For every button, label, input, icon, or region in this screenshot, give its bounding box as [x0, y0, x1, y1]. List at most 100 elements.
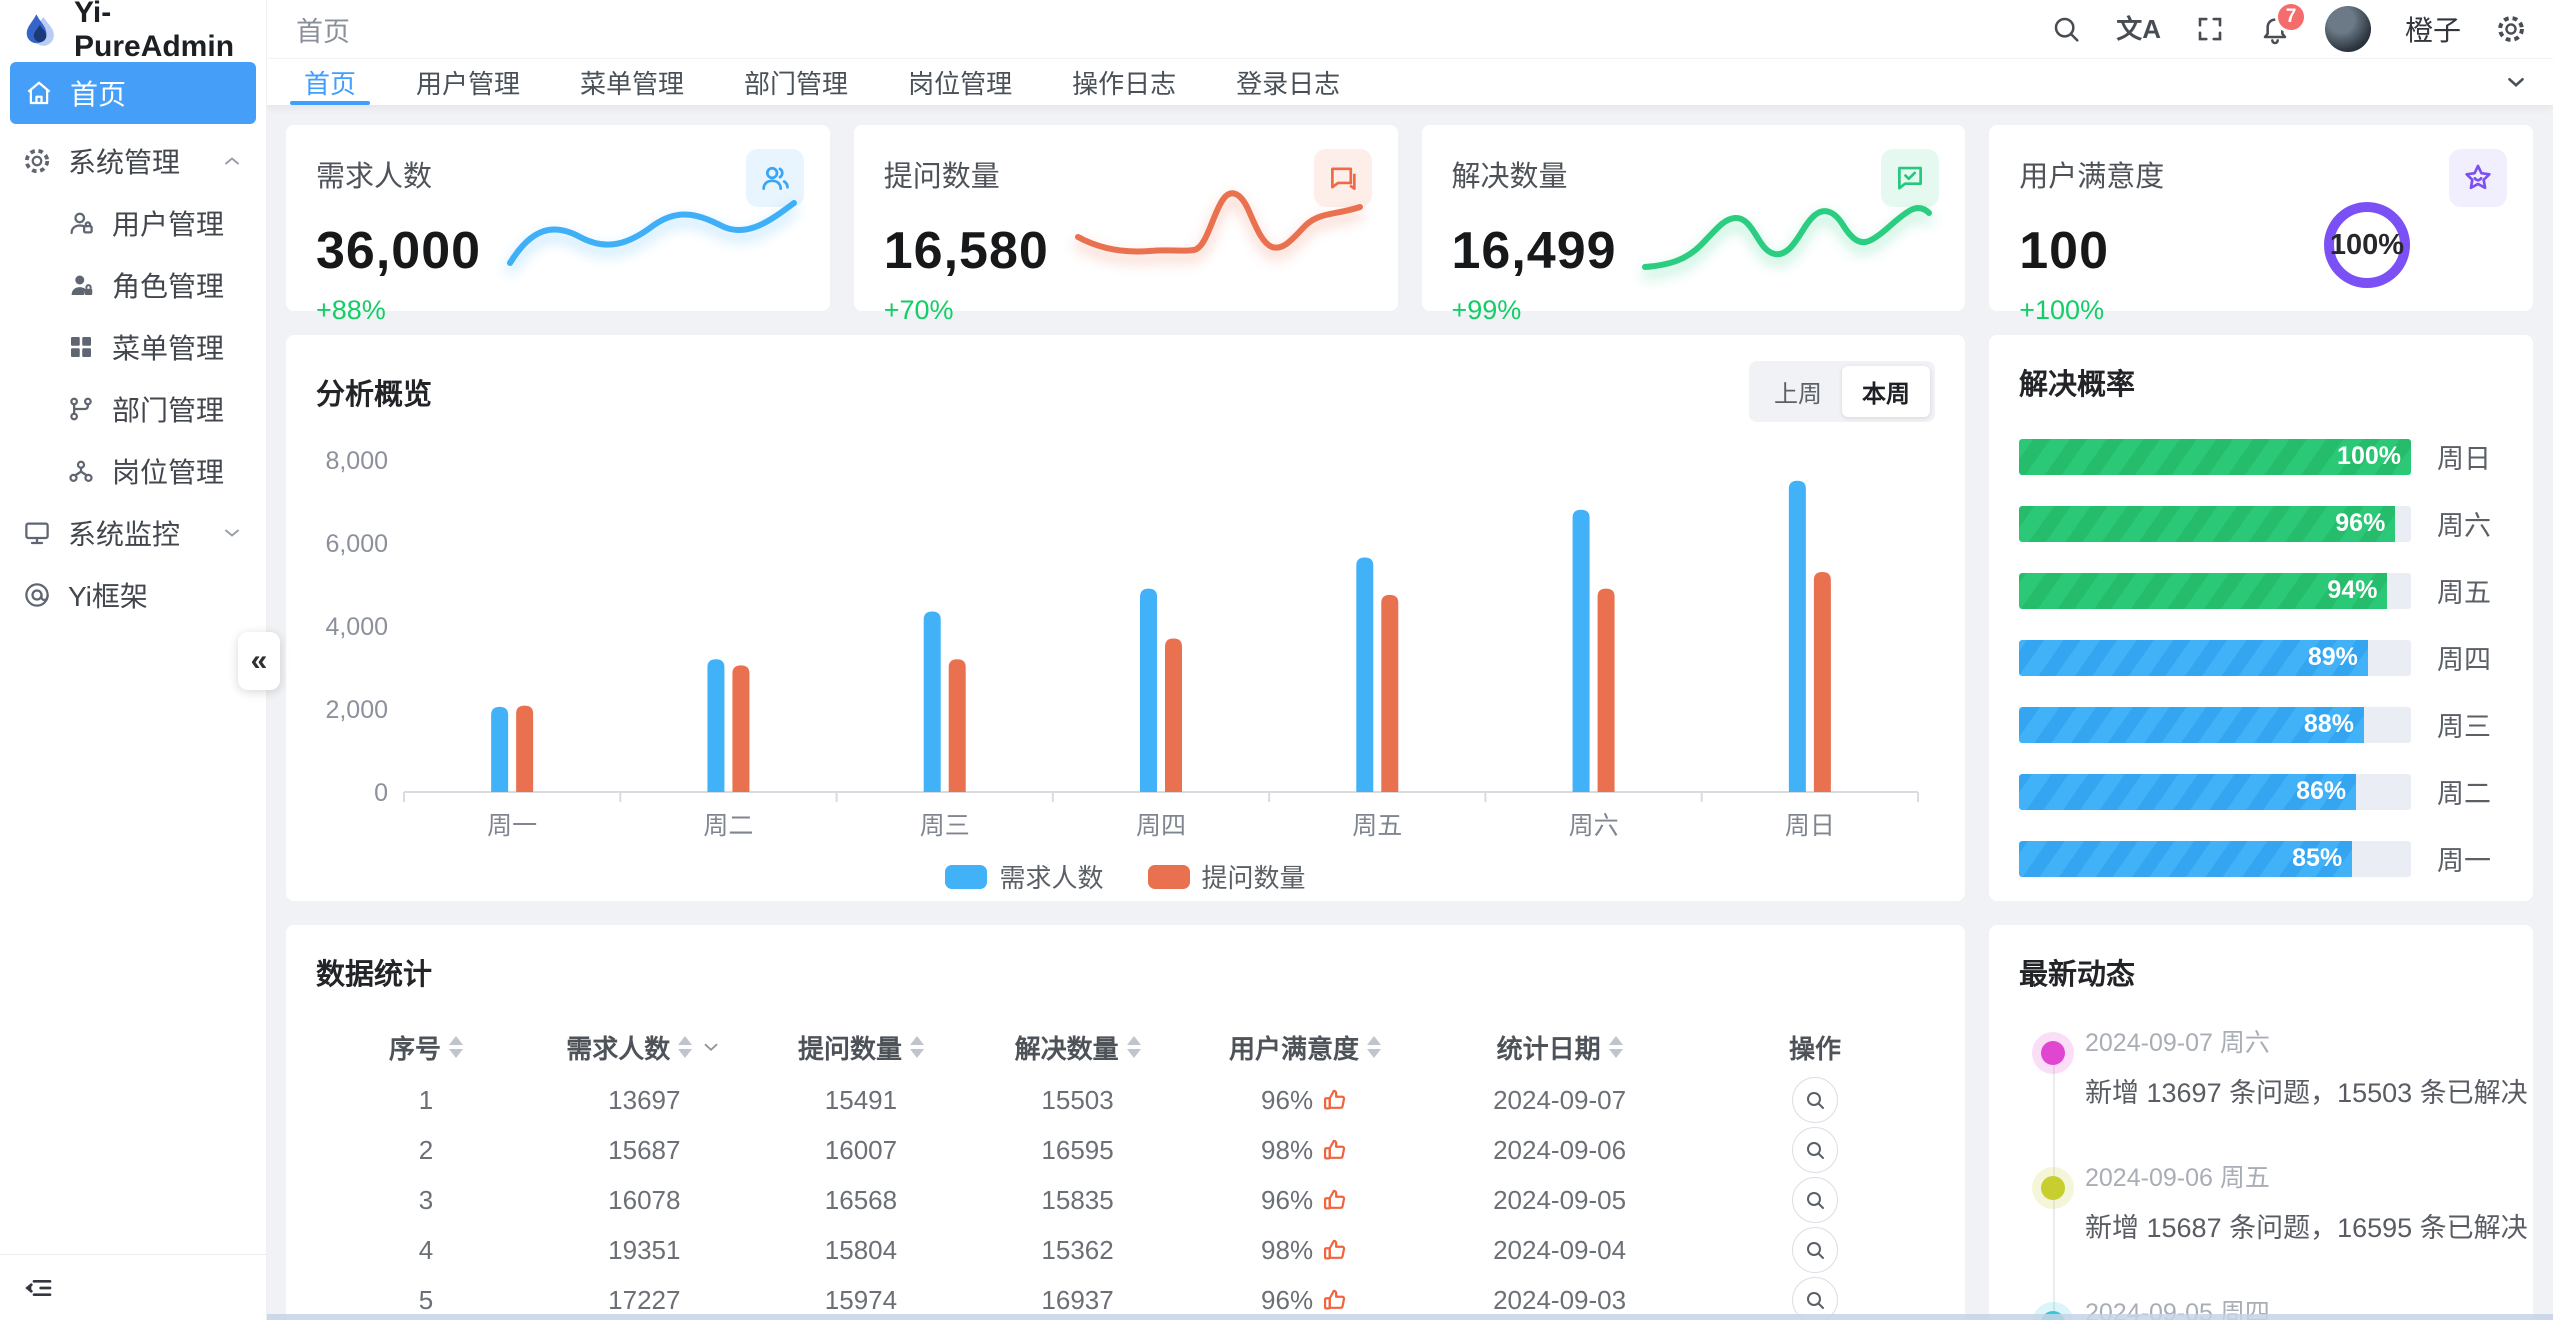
sidebar-item-post-management[interactable]: 岗位管理 [0, 440, 266, 502]
analysis-overview-card: 分析概览 上周 本周 0 2,000 4,000 6,000 8,000 周一 周二 周三 周四… [286, 335, 1965, 901]
column-header-序号[interactable]: 序号 [316, 1029, 536, 1066]
sidebar-item-yi-framework[interactable]: Yi框架 [0, 564, 266, 626]
view-detail-button[interactable] [1792, 1277, 1838, 1320]
table-row: 1 13697 15491 15503 96% 2024-09-07 [316, 1075, 1935, 1125]
column-header-需求人数[interactable]: 需求人数 [536, 1029, 753, 1066]
sidebar-item-label: 角色管理 [112, 271, 225, 302]
svg-text:周三: 周三 [920, 812, 970, 840]
cell: 2 [316, 1135, 536, 1166]
sidebar-item-menu-management[interactable]: 菜单管理 [0, 316, 266, 378]
week-toggle: 上周 本周 [1749, 361, 1935, 422]
cell: 2024-09-04 [1424, 1235, 1695, 1266]
stat-delta: +99% [1451, 295, 1522, 325]
column-header-用户满意度[interactable]: 用户满意度 [1186, 1029, 1424, 1066]
tab-用户管理[interactable]: 用户管理 [416, 68, 521, 99]
progress-day-label: 周三 [2437, 712, 2491, 742]
sort-carets-icon[interactable] [678, 1036, 693, 1058]
sort-carets-icon[interactable] [1126, 1036, 1141, 1058]
cell: 16007 [753, 1135, 970, 1166]
tab-menu-chevron-icon[interactable] [2479, 59, 2553, 105]
sidebar-item-system-monitor[interactable]: 系统监控 [0, 502, 266, 564]
column-header-解决数量[interactable]: 解决数量 [969, 1029, 1186, 1066]
this-week-button[interactable]: 本周 [1842, 366, 1930, 417]
cell-actions [1695, 1277, 1935, 1320]
users-icon [745, 149, 804, 207]
cell-value: 96% [1261, 1184, 1314, 1215]
view-detail-button[interactable] [1792, 1077, 1838, 1123]
sidebar-item-label: 系统管理 [68, 147, 181, 178]
cell: 16078 [536, 1185, 753, 1216]
cell: 19351 [536, 1235, 753, 1266]
app-title: Yi-PureAdmin [74, 0, 235, 63]
sparkline-green [1642, 205, 1933, 270]
sort-carets-icon[interactable] [1608, 1036, 1623, 1058]
svg-text:周二: 周二 [703, 812, 753, 840]
tab-首页[interactable]: 首页 [274, 59, 386, 105]
settings-gear-icon[interactable] [2495, 13, 2527, 45]
horizontal-scrollbar[interactable] [0, 1314, 2553, 1320]
sidebar-item-role-management[interactable]: 角色管理 [0, 254, 266, 316]
sidebar-item-user-management[interactable]: 用户管理 [0, 192, 266, 254]
cell: 96% [1186, 1085, 1424, 1116]
tab-操作日志[interactable]: 操作日志 [1072, 68, 1177, 99]
solve-rate-row: 85% 周一 [2019, 839, 2503, 878]
svg-text:周日: 周日 [1785, 812, 1835, 840]
progress-track: 94% [2019, 572, 2411, 609]
sidebar-item-home[interactable]: 首页 [10, 62, 256, 124]
column-header-统计日期[interactable]: 统计日期 [1424, 1029, 1695, 1066]
sort-carets-icon[interactable] [909, 1036, 924, 1058]
column-header-提问数量[interactable]: 提问数量 [753, 1029, 970, 1066]
sidebar-collapse-handle[interactable]: « [238, 632, 280, 690]
tab-岗位管理[interactable]: 岗位管理 [908, 68, 1013, 99]
sidebar-item-system-management[interactable]: 系统管理 [0, 130, 266, 192]
avatar[interactable] [2324, 6, 2371, 52]
sidebar-item-department-management[interactable]: 部门管理 [0, 378, 266, 440]
monitor-icon [22, 518, 52, 548]
cell-value: 96% [1261, 1084, 1314, 1115]
tab-菜单管理[interactable]: 菜单管理 [580, 68, 685, 99]
content: 需求人数 36,000 +88% 提问数量 16,580 +70% [266, 105, 2553, 1320]
sidebar-item-label: 岗位管理 [112, 457, 225, 488]
tab-部门管理[interactable]: 部门管理 [744, 68, 849, 99]
cell: 15362 [969, 1235, 1186, 1266]
timeline-dot [2041, 1041, 2065, 1065]
home-icon [24, 78, 54, 108]
logo[interactable]: Yi-PureAdmin [0, 0, 266, 63]
column-label: 用户满意度 [1229, 1033, 1360, 1064]
progress-track: 100% [2019, 438, 2411, 475]
search-icon[interactable] [2050, 13, 2082, 45]
solve-rate-row: 100% 周日 [2019, 437, 2503, 476]
view-detail-button[interactable] [1792, 1127, 1838, 1173]
view-detail-button[interactable] [1792, 1177, 1838, 1223]
cell-value: 2024-09-04 [1493, 1234, 1627, 1265]
sort-carets-icon[interactable] [449, 1036, 463, 1058]
sidebar-item-label: 菜单管理 [112, 333, 225, 364]
cell-value: 15362 [1041, 1234, 1114, 1265]
cell: 16595 [969, 1135, 1186, 1166]
cell: 15804 [753, 1235, 970, 1266]
sort-carets-icon[interactable] [1367, 1036, 1382, 1058]
timeline-entry: 2024-09-06 周五 新增 15687 条问题，16595 条已解决 [2041, 1158, 2528, 1245]
translate-icon[interactable]: 文A [2116, 14, 2161, 44]
cell-actions [1695, 1177, 1935, 1223]
gear-icon [22, 146, 52, 176]
cell: 15974 [753, 1285, 970, 1316]
progress-fill: 96% [2019, 505, 2396, 542]
last-week-button[interactable]: 上周 [1754, 366, 1842, 417]
view-detail-button[interactable] [1792, 1227, 1838, 1273]
table-row: 3 16078 16568 15835 96% 2024-09-05 [316, 1175, 1935, 1225]
filter-chevron-icon[interactable] [700, 1036, 722, 1058]
sparkline-orange [1074, 190, 1363, 255]
tab-登录日志[interactable]: 登录日志 [1236, 68, 1341, 99]
legend-提问数量: 提问数量 [1147, 858, 1306, 895]
cell: 13697 [536, 1085, 753, 1116]
legend-label: 需求人数 [999, 863, 1104, 893]
satisfaction-ring: 100% [2321, 199, 2413, 291]
bell-icon[interactable]: 7 [2259, 1, 2307, 45]
fullscreen-icon[interactable] [2195, 14, 2225, 44]
collapse-sidebar-icon[interactable] [22, 1272, 54, 1304]
cell-value: 17227 [608, 1284, 681, 1315]
solve-rate-row: 89% 周四 [2019, 638, 2503, 677]
menu-grid-icon [66, 332, 96, 362]
stat-card-demand: 需求人数 36,000 +88% [286, 125, 830, 325]
